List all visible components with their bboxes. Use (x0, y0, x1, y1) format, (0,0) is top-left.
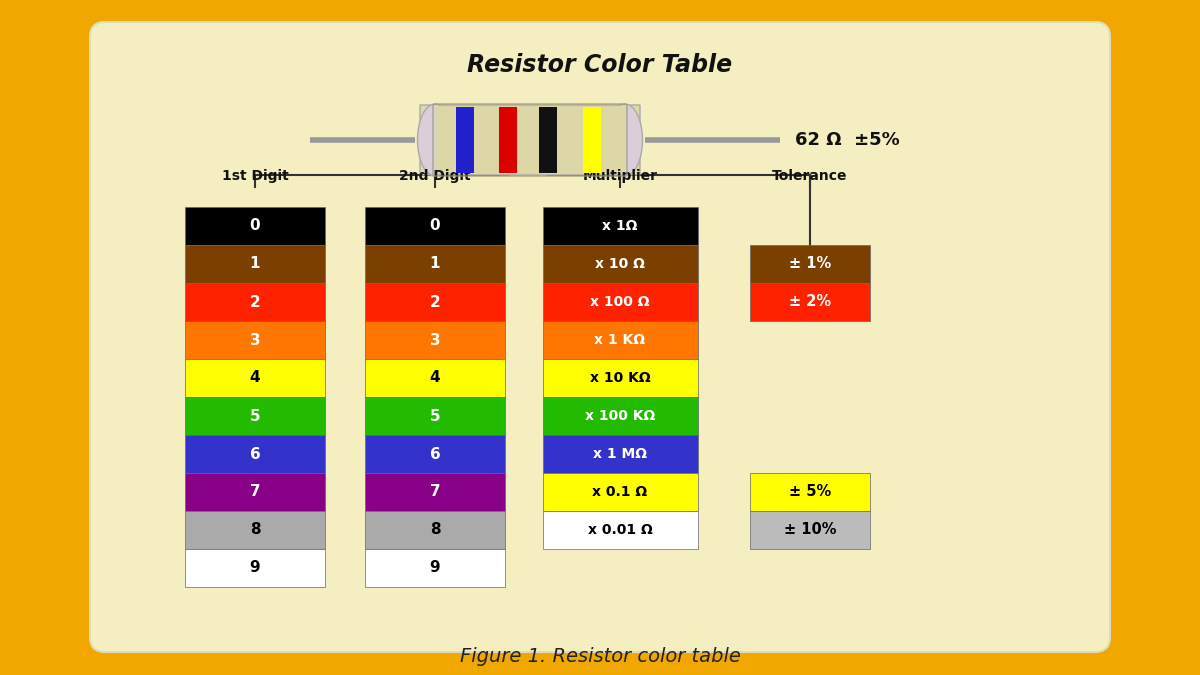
Bar (542, 207, 697, 245)
Bar (750, 473, 870, 511)
Text: x 10 KΩ: x 10 KΩ (589, 371, 650, 385)
Bar (365, 359, 505, 397)
Text: ± 5%: ± 5% (788, 485, 832, 500)
Text: Resistor Color Table: Resistor Color Table (468, 53, 732, 77)
Bar (434, 106, 625, 174)
Bar (542, 245, 697, 283)
Bar (542, 473, 697, 511)
Bar (365, 397, 505, 435)
Text: 9: 9 (430, 560, 440, 576)
Text: x 100 KΩ: x 100 KΩ (584, 409, 655, 423)
Text: 4: 4 (430, 371, 440, 385)
Bar (750, 511, 870, 549)
Bar (185, 283, 325, 321)
Bar (542, 435, 697, 473)
Text: 1: 1 (430, 256, 440, 271)
Bar (365, 207, 505, 245)
Bar (583, 107, 601, 173)
Bar (185, 435, 325, 473)
Bar (185, 207, 325, 245)
Text: x 0.1 Ω: x 0.1 Ω (593, 485, 648, 499)
Text: 62 Ω  ±5%: 62 Ω ±5% (794, 131, 900, 149)
Bar (542, 511, 697, 549)
Text: 8: 8 (430, 522, 440, 537)
Ellipse shape (607, 104, 642, 176)
Text: ± 1%: ± 1% (788, 256, 832, 271)
Bar (499, 107, 517, 173)
Text: x 10 Ω: x 10 Ω (595, 257, 644, 271)
Text: 2: 2 (250, 294, 260, 310)
Text: 2: 2 (430, 294, 440, 310)
Text: 6: 6 (430, 446, 440, 462)
Bar (185, 245, 325, 283)
Text: 1: 1 (250, 256, 260, 271)
Text: 4: 4 (250, 371, 260, 385)
Text: 5: 5 (250, 408, 260, 423)
Bar (185, 321, 325, 359)
FancyBboxPatch shape (420, 105, 640, 175)
Bar (185, 549, 325, 587)
Bar (542, 397, 697, 435)
Bar (365, 435, 505, 473)
Text: Multiplier: Multiplier (582, 169, 658, 183)
Bar (185, 511, 325, 549)
Bar (365, 245, 505, 283)
Text: ± 10%: ± 10% (784, 522, 836, 537)
Text: ± 2%: ± 2% (788, 294, 832, 310)
Text: x 1 MΩ: x 1 MΩ (593, 447, 647, 461)
FancyBboxPatch shape (90, 22, 1110, 652)
Bar (542, 359, 697, 397)
Bar (542, 321, 697, 359)
Text: 8: 8 (250, 522, 260, 537)
Text: x 1Ω: x 1Ω (602, 219, 637, 233)
Text: x 0.01 Ω: x 0.01 Ω (588, 523, 653, 537)
Text: 3: 3 (430, 333, 440, 348)
Text: 5: 5 (430, 408, 440, 423)
Text: 9: 9 (250, 560, 260, 576)
Bar (365, 511, 505, 549)
Text: 7: 7 (430, 485, 440, 500)
Bar (185, 397, 325, 435)
Bar (185, 359, 325, 397)
Bar (750, 283, 870, 321)
Bar (539, 107, 557, 173)
Ellipse shape (418, 104, 452, 176)
Text: x 1 KΩ: x 1 KΩ (594, 333, 646, 347)
Bar (185, 473, 325, 511)
Text: 2nd Digit: 2nd Digit (400, 169, 470, 183)
Text: 1st Digit: 1st Digit (222, 169, 288, 183)
Bar (365, 283, 505, 321)
Text: 7: 7 (250, 485, 260, 500)
Bar (750, 245, 870, 283)
Text: x 100 Ω: x 100 Ω (590, 295, 649, 309)
Bar (365, 549, 505, 587)
Bar (365, 473, 505, 511)
Bar (542, 283, 697, 321)
Text: 3: 3 (250, 333, 260, 348)
Text: 0: 0 (250, 219, 260, 234)
Text: 6: 6 (250, 446, 260, 462)
Bar (456, 107, 474, 173)
Bar (365, 321, 505, 359)
Text: Tolerance: Tolerance (773, 169, 847, 183)
Text: Figure 1. Resistor color table: Figure 1. Resistor color table (460, 647, 740, 666)
Text: 0: 0 (430, 219, 440, 234)
